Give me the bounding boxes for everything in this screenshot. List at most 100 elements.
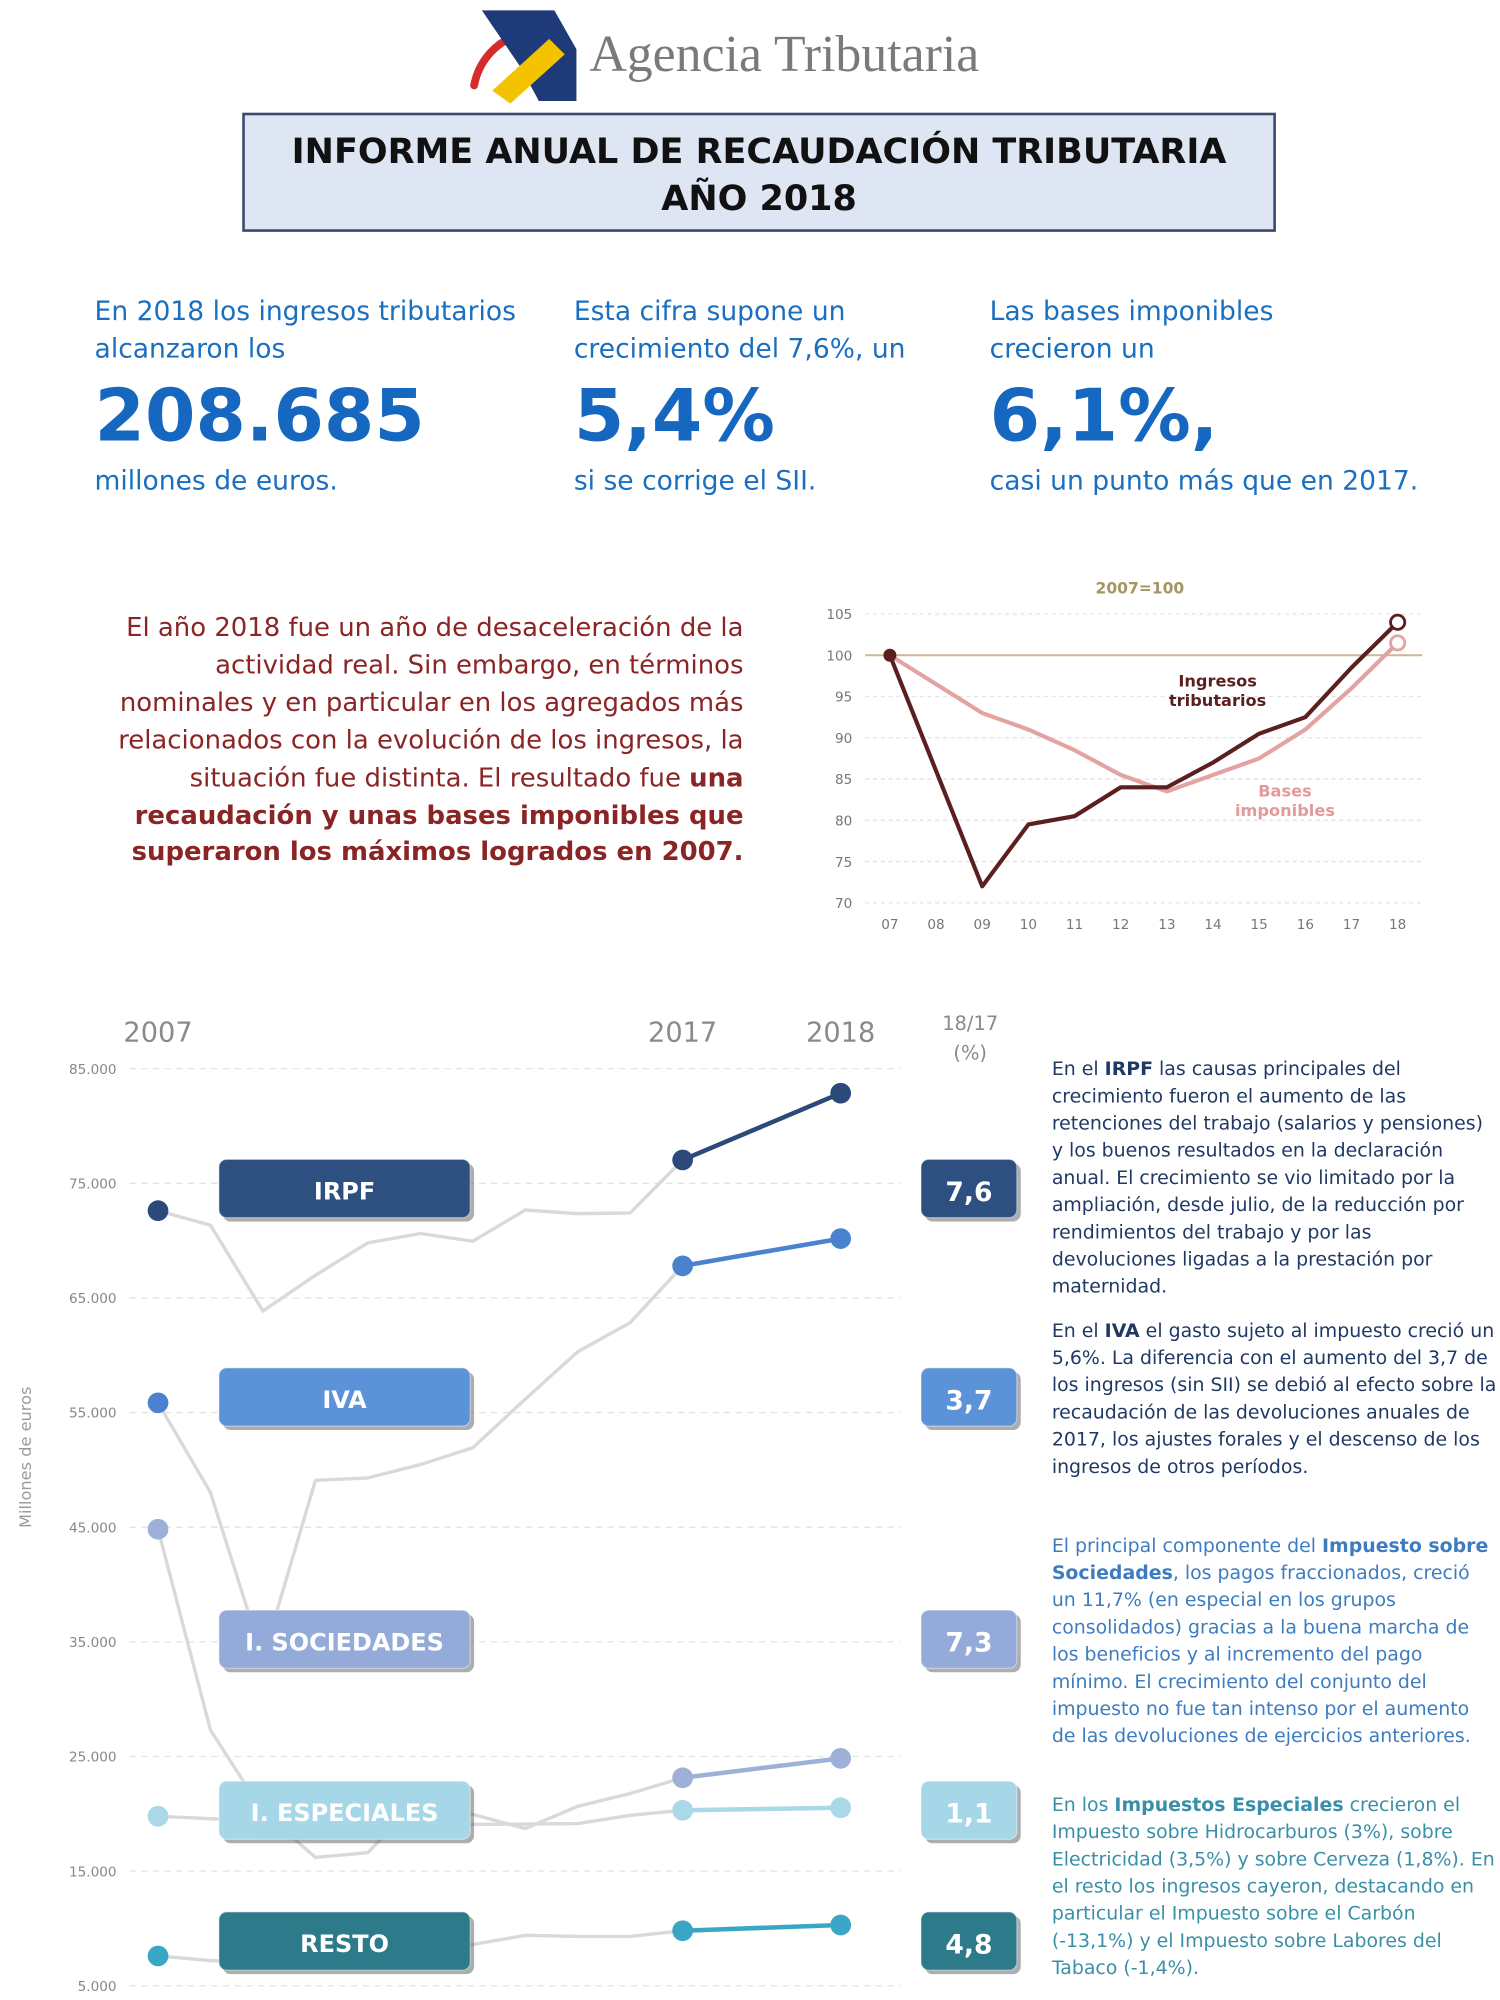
data-point	[830, 1797, 852, 1819]
data-point	[672, 1920, 694, 1942]
logo-navy	[481, 10, 577, 102]
stat-intro: Las bases imponibles	[990, 296, 1274, 327]
y-tick-label: 70	[835, 896, 852, 912]
logo-mark	[470, 10, 577, 104]
data-point	[830, 1747, 852, 1769]
stat-intro: crecimiento del 7,6%, un	[574, 334, 906, 365]
y-axis-title: Millones de euros	[16, 1387, 35, 1528]
y-tick-label: 100	[826, 648, 852, 664]
note-text-run: El principal componente del	[1051, 1534, 1322, 1557]
x-tick-label: 14	[1204, 917, 1221, 933]
stat-intro: En 2018 los ingresos tributarios	[95, 296, 516, 327]
series-badge	[218, 1780, 471, 1841]
note-text-run: En el	[1051, 1058, 1105, 1081]
note-keyword: Impuesto sobre Sociedades	[1051, 1534, 1489, 1585]
logo-yellow	[492, 38, 565, 104]
stat-outro: si se corrige el SII.	[574, 466, 817, 497]
y-tick-label: 55.000	[69, 1406, 117, 1422]
x-tick-label: 2017	[648, 1017, 717, 1048]
note-text-run: , los pagos fraccionados, creció un 11,7…	[1051, 1562, 1471, 1748]
note-text: El principal componente del Impuesto sob…	[1052, 1532, 1499, 1750]
stat-outro: millones de euros.	[95, 466, 338, 497]
growth-title: (%)	[953, 1042, 987, 1065]
series-badge	[218, 1911, 471, 1971]
growth-badge	[920, 1367, 1018, 1427]
chart-title: 2007=100	[1096, 579, 1185, 597]
stat-figure: 6,1%,	[990, 374, 1219, 458]
series-label: Bases imponibles	[1234, 781, 1335, 820]
growth-value: 3,7	[945, 1385, 992, 1416]
data-point	[672, 1149, 694, 1171]
series-label-box: Bases imponibles	[1234, 781, 1335, 820]
note-keyword: IVA	[1104, 1319, 1140, 1342]
recent-line	[681, 1091, 842, 1163]
note-text-run: crecieron el Impuesto sobre Hidrocarburo…	[1051, 1794, 1495, 1980]
x-tick-label: 12	[1112, 917, 1129, 933]
recent-line	[682, 1756, 841, 1781]
growth-title: 18/17	[942, 1012, 998, 1035]
growth-badge	[920, 1911, 1018, 1971]
recent-line	[682, 1236, 842, 1269]
y-tick-label: 15.000	[69, 1864, 117, 1880]
series-name: I. ESPECIALES	[251, 1799, 439, 1827]
note-text: En el IRPF las causas principales del cr…	[1052, 1056, 1499, 1301]
stat-figure: 208.685	[95, 374, 425, 458]
summary-text: El año 2018 fue un año de desaceleración…	[101, 609, 743, 871]
data-point	[147, 1200, 169, 1222]
note-box: El principal componente del Impuesto sob…	[1052, 1532, 1499, 1750]
growth-badge	[920, 1780, 1018, 1841]
brand-name: Agencia Tributaria	[589, 26, 979, 83]
stat-intro: crecieron un	[990, 334, 1155, 365]
series-label: Ingresos tributarios	[1168, 670, 1267, 710]
y-tick-label: 95	[835, 690, 852, 706]
series-line	[887, 620, 1400, 889]
start-point	[883, 648, 897, 662]
series-label-box: Ingresos tributarios	[1168, 670, 1267, 710]
note-text-run: las causas principales del crecimiento f…	[1051, 1058, 1483, 1298]
context-line	[156, 1264, 684, 1660]
y-tick-label: 80	[835, 813, 852, 829]
data-point	[147, 1945, 169, 1967]
y-tick-label: 45.000	[69, 1520, 117, 1536]
recent-line	[682, 1922, 841, 1933]
end-point	[1389, 634, 1407, 652]
x-tick-label: 17	[1343, 917, 1360, 933]
series-name: I. SOCIEDADES	[245, 1628, 444, 1656]
stat-outro: casi un punto más que en 2017.	[990, 466, 1419, 497]
x-tick-label: 16	[1297, 917, 1314, 933]
data-point	[672, 1799, 694, 1821]
data-point	[672, 1255, 694, 1277]
x-tick-label: 10	[1020, 917, 1037, 933]
stat-intro: alcanzaron los	[95, 334, 286, 365]
y-tick-label: 25.000	[69, 1750, 117, 1766]
y-tick-label: 75	[835, 855, 852, 871]
series-badge	[218, 1367, 471, 1427]
note-keyword: IRPF	[1104, 1058, 1154, 1081]
report-year: AÑO 2018	[661, 177, 857, 219]
note-text-run: el gasto sujeto al impuesto creció un 5,…	[1051, 1319, 1497, 1478]
series-line	[888, 641, 1400, 794]
note-text: En el IVA el gasto sujeto al impuesto cr…	[1052, 1317, 1499, 1480]
y-tick-label: 105	[826, 607, 852, 623]
summary-highlight: una recaudación y unas bases imponibles …	[131, 761, 744, 868]
x-tick-label: 18	[1389, 917, 1406, 933]
growth-value: 4,8	[945, 1929, 992, 1960]
data-point	[830, 1914, 852, 1936]
y-tick-label: 90	[835, 731, 852, 747]
x-tick-label: 2007	[123, 1017, 192, 1048]
note-box: En el IVA el gasto sujeto al impuesto cr…	[1052, 1317, 1499, 1480]
x-tick-label: 09	[974, 917, 991, 933]
y-tick-label: 85	[835, 772, 852, 788]
y-tick-label: 85.000	[69, 1062, 117, 1078]
series-name: IVA	[322, 1386, 367, 1414]
data-point	[830, 1082, 852, 1104]
series-name: RESTO	[300, 1930, 389, 1958]
x-tick-label: 13	[1158, 917, 1175, 933]
title-box	[242, 112, 1276, 232]
series-badge	[218, 1158, 471, 1219]
growth-badge	[920, 1609, 1018, 1670]
stat-figure: 5,4%	[574, 374, 775, 458]
growth-value: 7,6	[945, 1177, 992, 1208]
report-title: INFORME ANUAL DE RECAUDACIÓN TRIBUTARIA	[292, 130, 1227, 172]
